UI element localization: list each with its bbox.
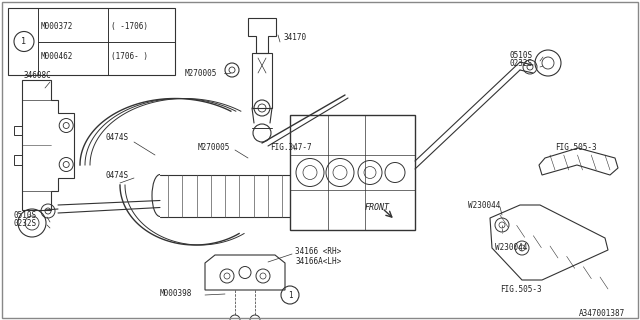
Text: 1: 1 xyxy=(288,291,292,300)
Text: W230044: W230044 xyxy=(468,201,500,210)
Text: 0474S: 0474S xyxy=(105,133,128,142)
Text: 0510S: 0510S xyxy=(510,51,533,60)
Text: W230044: W230044 xyxy=(495,244,527,252)
Text: (1706- ): (1706- ) xyxy=(111,52,148,61)
Text: 0232S: 0232S xyxy=(510,60,533,68)
Text: 34166 <RH>: 34166 <RH> xyxy=(295,247,341,257)
Text: FRONT: FRONT xyxy=(365,203,390,212)
Text: 34166A<LH>: 34166A<LH> xyxy=(295,257,341,266)
Text: M270005: M270005 xyxy=(185,68,218,77)
Text: 0510S: 0510S xyxy=(14,211,37,220)
Text: 34170: 34170 xyxy=(283,33,306,42)
Text: A347001387: A347001387 xyxy=(579,308,625,317)
Text: 0474S: 0474S xyxy=(105,171,128,180)
Text: ( -1706): ( -1706) xyxy=(111,21,148,31)
Text: M000398: M000398 xyxy=(160,289,193,298)
Text: 34608C: 34608C xyxy=(24,70,52,79)
Text: M270005: M270005 xyxy=(198,143,230,153)
Text: FIG.347-7: FIG.347-7 xyxy=(270,143,312,153)
Text: 1: 1 xyxy=(22,37,26,46)
Text: FIG.505-3: FIG.505-3 xyxy=(555,142,596,151)
Text: M000462: M000462 xyxy=(41,52,74,61)
Text: M000372: M000372 xyxy=(41,21,74,31)
Text: FIG.505-3: FIG.505-3 xyxy=(500,285,541,294)
Text: 0232S: 0232S xyxy=(14,220,37,228)
